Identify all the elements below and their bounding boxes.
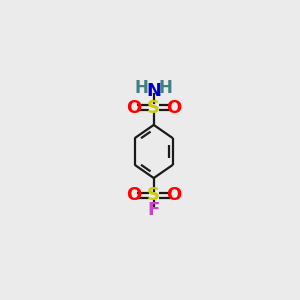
- Text: O: O: [126, 186, 142, 204]
- Text: N: N: [146, 82, 161, 100]
- Text: S: S: [147, 99, 160, 117]
- Text: H: H: [135, 79, 148, 97]
- Text: F: F: [148, 201, 160, 219]
- Text: O: O: [166, 99, 181, 117]
- Text: S: S: [147, 186, 160, 204]
- Text: O: O: [126, 99, 142, 117]
- Text: O: O: [166, 186, 181, 204]
- Text: H: H: [159, 79, 173, 97]
